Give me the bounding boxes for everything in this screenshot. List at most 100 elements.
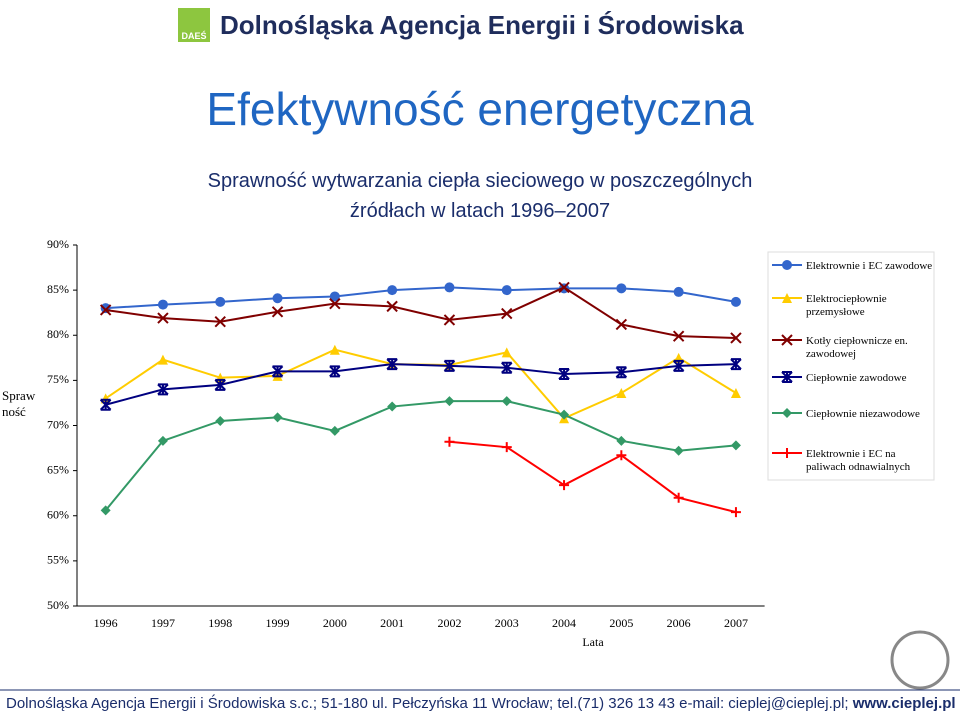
series-line bbox=[105, 363, 736, 406]
x-tick-label: 2000 bbox=[323, 616, 347, 630]
marker bbox=[616, 283, 627, 294]
marker bbox=[730, 296, 741, 307]
series-line bbox=[104, 400, 737, 511]
legend-label: Elektrownie i EC zawodowe bbox=[806, 260, 933, 272]
marker bbox=[214, 316, 226, 328]
legend-marker bbox=[782, 260, 792, 270]
marker bbox=[558, 368, 570, 381]
y-axis-label: Spraw ność bbox=[2, 388, 36, 419]
marker bbox=[215, 296, 226, 307]
marker bbox=[386, 300, 398, 313]
chart-title: Sprawność wytwarzania ciepła sieciowego … bbox=[207, 170, 753, 222]
x-tick-label: 2004 bbox=[552, 616, 576, 630]
marker bbox=[730, 388, 741, 399]
marker bbox=[387, 401, 398, 412]
legend-label: Elektrociepłownie przemysłowe bbox=[806, 293, 887, 318]
legend-label: Elektrownie i EC na paliwach odnawialnyc… bbox=[806, 448, 911, 473]
marker bbox=[615, 318, 628, 331]
x-tick-label: 2001 bbox=[380, 616, 404, 630]
x-tick-label: 2003 bbox=[495, 616, 519, 630]
legend-label: Ciepłownie niezawodowe bbox=[806, 408, 920, 420]
marker bbox=[501, 442, 512, 453]
marker bbox=[271, 365, 284, 378]
slide-title: Efektywność energetyczna bbox=[206, 83, 754, 135]
marker bbox=[157, 299, 168, 310]
logo: DAEŚ bbox=[178, 8, 210, 42]
y-tick-label: 60% bbox=[47, 508, 69, 522]
y-tick-label: 50% bbox=[47, 598, 69, 612]
y-tick-label: 85% bbox=[47, 282, 69, 296]
x-axis-label: Lata bbox=[582, 635, 604, 649]
marker bbox=[558, 281, 570, 294]
x-tick-label: 1996 bbox=[94, 616, 118, 630]
footer-url: www.cieplej.pl bbox=[852, 695, 956, 712]
y-tick-label: 55% bbox=[47, 553, 69, 567]
series-line bbox=[105, 286, 736, 339]
marker bbox=[730, 507, 741, 518]
marker bbox=[672, 359, 685, 372]
legend-box bbox=[767, 251, 935, 481]
marker bbox=[616, 450, 627, 461]
marker bbox=[444, 396, 455, 407]
x-tick-label: 1997 bbox=[151, 616, 175, 630]
x-tick-label: 1999 bbox=[266, 616, 290, 630]
legend-marker bbox=[782, 408, 792, 418]
y-tick-label: 90% bbox=[47, 237, 69, 251]
marker bbox=[100, 303, 111, 314]
marker bbox=[672, 330, 685, 342]
marker bbox=[329, 365, 341, 378]
marker bbox=[271, 306, 284, 318]
marker bbox=[559, 409, 570, 420]
marker bbox=[501, 396, 512, 407]
marker bbox=[329, 291, 340, 302]
marker bbox=[673, 445, 684, 456]
marker bbox=[157, 383, 169, 396]
marker bbox=[329, 425, 340, 436]
marker bbox=[386, 358, 398, 371]
marker bbox=[616, 435, 627, 446]
marker bbox=[444, 282, 455, 293]
marker bbox=[443, 314, 456, 326]
series-line bbox=[105, 286, 737, 310]
legend-marker bbox=[782, 293, 792, 303]
marker bbox=[157, 312, 169, 324]
header-title: Dolnośląska Agencja Energii i Środowiska bbox=[220, 10, 744, 40]
legend-marker bbox=[781, 371, 793, 383]
x-tick-label: 1998 bbox=[208, 616, 232, 630]
marker bbox=[730, 440, 741, 451]
marker bbox=[730, 332, 742, 344]
x-tick-label: 2002 bbox=[437, 616, 461, 630]
marker bbox=[501, 285, 512, 296]
marker bbox=[157, 435, 168, 446]
legend-marker bbox=[781, 334, 793, 346]
marker bbox=[673, 286, 684, 297]
y-tick-label: 75% bbox=[47, 372, 69, 386]
marker bbox=[559, 480, 570, 491]
series-line bbox=[105, 348, 737, 420]
marker bbox=[673, 492, 684, 503]
marker bbox=[329, 297, 341, 310]
marker bbox=[214, 378, 226, 391]
marker bbox=[615, 366, 628, 379]
marker bbox=[501, 347, 512, 358]
marker bbox=[501, 307, 513, 320]
marker bbox=[443, 359, 456, 372]
marker bbox=[272, 293, 283, 304]
y-tick-label: 70% bbox=[47, 417, 69, 431]
marker bbox=[329, 344, 340, 355]
legend-label: Kotły ciepłownicze en. zawodowej bbox=[806, 335, 908, 360]
marker bbox=[215, 415, 226, 426]
marker bbox=[99, 398, 112, 411]
y-tick-label: 65% bbox=[47, 462, 69, 476]
marker bbox=[100, 505, 111, 516]
marker bbox=[730, 358, 742, 371]
marker bbox=[99, 304, 112, 316]
legend-marker bbox=[782, 448, 792, 458]
series-line bbox=[449, 440, 737, 514]
marker bbox=[616, 388, 627, 399]
marker bbox=[501, 361, 513, 374]
y-tick-label: 80% bbox=[47, 327, 69, 341]
marker bbox=[157, 354, 168, 365]
